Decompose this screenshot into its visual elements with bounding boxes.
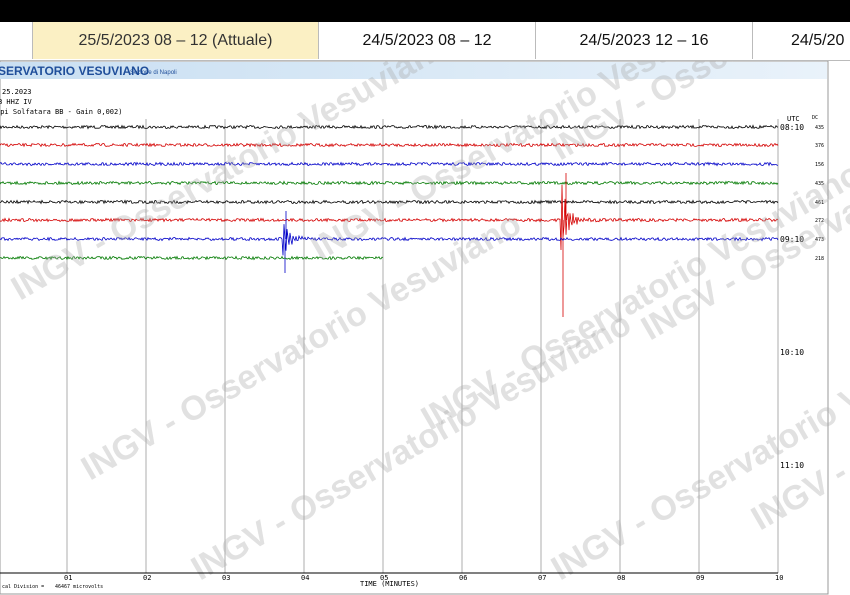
- trace-value: 473: [815, 237, 824, 243]
- x-tick-label: 01: [64, 574, 72, 582]
- tab-partial[interactable]: [0, 22, 32, 59]
- tab[interactable]: 24/5/20: [752, 22, 850, 59]
- utc-time: 11:10: [780, 461, 804, 470]
- trace-value: 218: [815, 256, 824, 262]
- trace-value: 435: [815, 125, 824, 131]
- seismogram: SERVATORIO VESUVIANO Sezione di Napoli 2…: [0, 61, 850, 595]
- utc-time: 08:10: [780, 123, 804, 132]
- x-tick-label: 10: [775, 574, 783, 582]
- header-title: SERVATORIO VESUVIANO: [0, 64, 149, 78]
- x-tick-label: 09: [696, 574, 704, 582]
- trace-value: 376: [815, 143, 824, 149]
- info-line: B HHZ IV: [0, 98, 33, 106]
- seismic-trace: [0, 255, 384, 261]
- utc-time: 09:10: [780, 235, 804, 244]
- x-axis-title: TIME (MINUTES): [360, 580, 419, 588]
- header-subtitle: Sezione di Napoli: [130, 70, 177, 76]
- trace-value: 272: [815, 218, 824, 224]
- x-tick-label: 07: [538, 574, 546, 582]
- utc-label: UTC: [787, 115, 800, 123]
- tab[interactable]: 25/5/2023 08 – 12 (Attuale): [32, 22, 318, 59]
- footer-text: cal Division =: [2, 584, 44, 590]
- tab[interactable]: 24/5/2023 12 – 16: [535, 22, 752, 59]
- seismic-trace: [0, 180, 779, 186]
- x-tick-label: 02: [143, 574, 151, 582]
- top-bar: [0, 0, 850, 22]
- seismic-trace: [0, 199, 779, 205]
- x-tick-label: 08: [617, 574, 625, 582]
- header-strip: [0, 62, 827, 79]
- seismic-trace: [0, 173, 779, 317]
- x-tick-label: 05: [380, 574, 388, 582]
- utc-time: 10:10: [780, 348, 804, 357]
- trace-value: 461: [815, 200, 824, 206]
- image-frame: [0, 61, 829, 595]
- seismic-trace: [0, 142, 779, 148]
- trace-value: 156: [815, 162, 824, 168]
- tab[interactable]: 24/5/2023 08 – 12: [318, 22, 535, 59]
- x-tick-label: 03: [222, 574, 230, 582]
- x-tick-label: 06: [459, 574, 467, 582]
- x-tick-label: 04: [301, 574, 309, 582]
- seismic-trace: [0, 124, 779, 130]
- info-line: mpi Solfatara BB - Gain 0,002): [0, 108, 122, 116]
- tab-bar: 25/5/2023 08 – 12 (Attuale) 24/5/2023 08…: [0, 22, 850, 61]
- seismic-trace: [0, 211, 779, 273]
- info-line: 25.2023: [2, 88, 32, 96]
- footer-text: 46467 microvolts: [55, 584, 103, 590]
- seismic-trace: [0, 161, 779, 167]
- dc-label: DC: [812, 115, 818, 121]
- trace-value: 435: [815, 181, 824, 187]
